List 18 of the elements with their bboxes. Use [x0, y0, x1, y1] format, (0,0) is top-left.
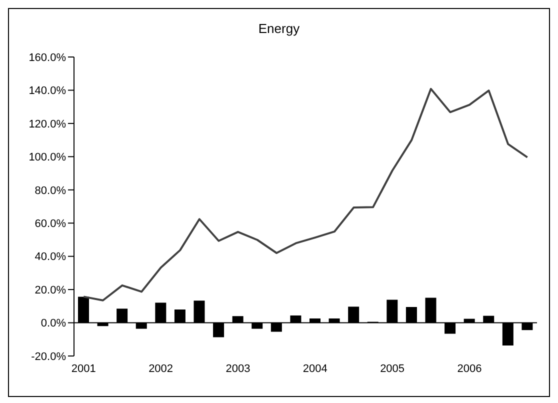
y-tick-label: 120.0% — [28, 118, 66, 130]
y-tick-label: 0.0% — [40, 318, 66, 330]
y-tick-label: -20.0% — [31, 350, 66, 363]
x-tick-label: 2003 — [226, 362, 250, 375]
x-tick-label: 2006 — [457, 362, 482, 375]
y-tick-label: 160.0% — [28, 52, 66, 64]
x-tick-label: 2005 — [380, 362, 405, 375]
y-tick-label: 80.0% — [34, 184, 66, 197]
x-tick-label: 2001 — [71, 362, 96, 375]
y-tick-label: 60.0% — [34, 218, 66, 230]
y-tick-label: 100.0% — [28, 152, 66, 164]
x-tick-label: 2004 — [302, 362, 328, 375]
line-series — [82, 88, 528, 302]
y-tick-label: 20.0% — [34, 284, 66, 296]
y-tick-label: 40.0% — [34, 251, 66, 264]
chart-title: Energy — [257, 21, 301, 36]
x-tick-label: 2002 — [148, 362, 174, 375]
y-tick-label: 140.0% — [28, 85, 66, 98]
